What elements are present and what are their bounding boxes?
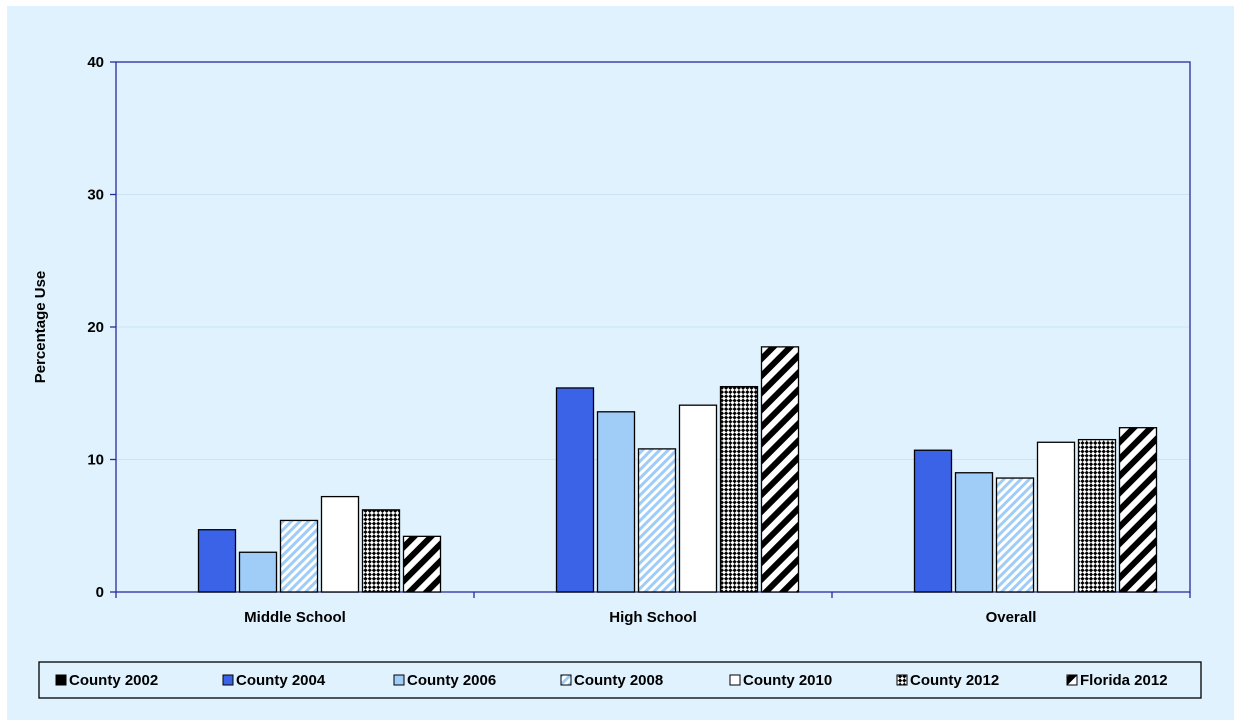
- bar: [913, 449, 953, 593]
- y-tick-label: 40: [87, 54, 104, 71]
- bar: [719, 385, 759, 593]
- legend-label: Florida 2012: [1080, 672, 1168, 689]
- y-axis-title: Percentage Use: [32, 271, 49, 384]
- x-category-label: Overall: [986, 609, 1037, 626]
- bar: [197, 529, 237, 593]
- bar: [320, 495, 360, 593]
- bar: [1036, 441, 1076, 593]
- legend-label: County 2008: [574, 672, 663, 689]
- legend-swatch: [55, 674, 67, 686]
- legend-swatch: [896, 674, 908, 686]
- y-tick-label: 20: [87, 319, 104, 336]
- bar: [1077, 438, 1117, 593]
- bar: [596, 411, 636, 593]
- chart-container: 0 10 20 30 40 Percentage Use Middle School High…: [7, 6, 1234, 720]
- bar: [637, 448, 677, 593]
- bar: [678, 404, 718, 593]
- y-tick-label: 10: [87, 452, 104, 469]
- legend-label: County 2002: [69, 672, 158, 689]
- legend-swatch: [1066, 674, 1078, 686]
- bar: [402, 535, 442, 593]
- bar: [555, 387, 595, 593]
- legend-label: County 2004: [236, 672, 326, 689]
- legend-swatch: [560, 674, 572, 686]
- legend-label: County 2010: [743, 672, 832, 689]
- legend-swatch: [729, 674, 741, 686]
- bar: [995, 477, 1035, 593]
- legend-swatch: [222, 674, 234, 686]
- bar: [279, 519, 319, 593]
- bar: [361, 509, 401, 593]
- bar: [760, 346, 800, 593]
- bar: [1118, 427, 1158, 593]
- legend-label: County 2012: [910, 672, 999, 689]
- y-tick-label: 30: [87, 187, 104, 204]
- legend-label: County 2006: [407, 672, 496, 689]
- legend-swatch: [393, 674, 405, 686]
- bar: [238, 551, 278, 593]
- bar: [954, 472, 994, 593]
- y-tick-label: 0: [96, 584, 104, 601]
- bar-chart: 0 10 20 30 40 Percentage Use Middle School High…: [32, 54, 1202, 699]
- x-category-label: Middle School: [244, 609, 346, 626]
- x-category-label: High School: [609, 609, 697, 626]
